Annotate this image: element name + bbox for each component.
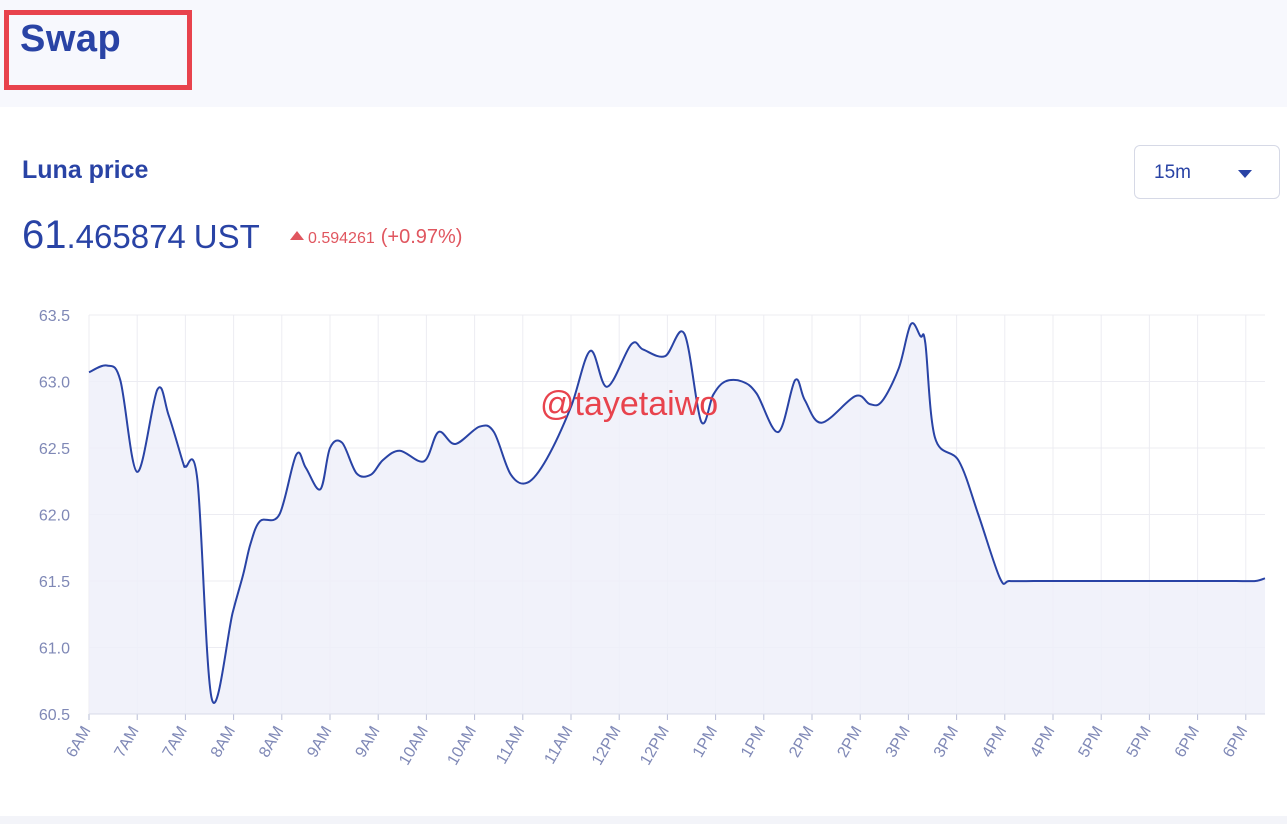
price-unit: UST	[193, 218, 260, 255]
y-tick-label: 61.5	[39, 574, 70, 591]
price-series-line	[88, 322, 1266, 704]
title-highlight-box	[4, 10, 192, 90]
caret-down-icon	[1238, 170, 1252, 178]
y-tick-label: 62.0	[39, 508, 70, 525]
x-tick-label: 2PM	[834, 724, 865, 761]
watermark-text: @tayetaiwo	[540, 385, 719, 423]
chart-title: Luna price	[22, 156, 149, 184]
x-tick-label: 1PM	[690, 724, 721, 761]
x-tick-label: 9AM	[304, 724, 335, 761]
page-title: Swap	[20, 18, 122, 60]
price-area	[89, 323, 1265, 714]
x-tick-label: 8AM	[256, 724, 287, 761]
interval-dropdown-value: 15m	[1154, 162, 1191, 183]
x-tick-label: 10AM	[444, 724, 480, 769]
x-tick-label: 3PM	[883, 724, 914, 761]
x-tick-label: 8AM	[208, 724, 239, 761]
y-tick-label: 63.0	[39, 375, 70, 392]
x-tick-label: 10AM	[396, 724, 432, 769]
current-price: 61.465874 UST	[22, 213, 260, 258]
x-tick-label: 11AM	[493, 724, 528, 768]
x-tick-label: 2PM	[786, 724, 817, 761]
x-tick-label: 7AM	[160, 724, 191, 761]
triangle-up-icon	[290, 231, 304, 240]
x-tick-label: 11AM	[541, 724, 576, 768]
x-tick-label: 6PM	[1220, 724, 1251, 761]
x-tick-label: 5PM	[1075, 724, 1106, 761]
page-header: Swap	[0, 0, 1287, 107]
x-tick-label: 12PM	[637, 724, 673, 769]
x-tick-label: 4PM	[979, 724, 1010, 761]
y-tick-label: 62.5	[39, 441, 70, 458]
x-tick-label: 1PM	[738, 724, 769, 761]
x-tick-label: 5PM	[1124, 724, 1155, 761]
x-tick-label: 7AM	[111, 724, 142, 761]
x-tick-label: 6PM	[1172, 724, 1203, 761]
interval-dropdown[interactable]: 15m	[1134, 145, 1280, 199]
x-tick-label: 3PM	[931, 724, 962, 761]
price-change: 0.594261 (+0.97%)	[290, 226, 462, 249]
price-integer: 61	[22, 213, 67, 257]
y-tick-label: 61.0	[39, 641, 70, 658]
price-change-absolute: 0.594261	[308, 230, 375, 247]
x-tick-label: 9AM	[352, 724, 383, 761]
bottom-strip	[0, 816, 1287, 824]
y-tick-label: 60.5	[39, 707, 70, 724]
price-change-percent: (+0.97%)	[380, 226, 463, 248]
x-tick-label: 6AM	[63, 724, 94, 761]
x-tick-label: 12PM	[589, 724, 625, 769]
price-decimal: .465874	[66, 218, 186, 255]
x-tick-label: 4PM	[1027, 724, 1058, 761]
y-tick-label: 63.5	[39, 308, 70, 325]
